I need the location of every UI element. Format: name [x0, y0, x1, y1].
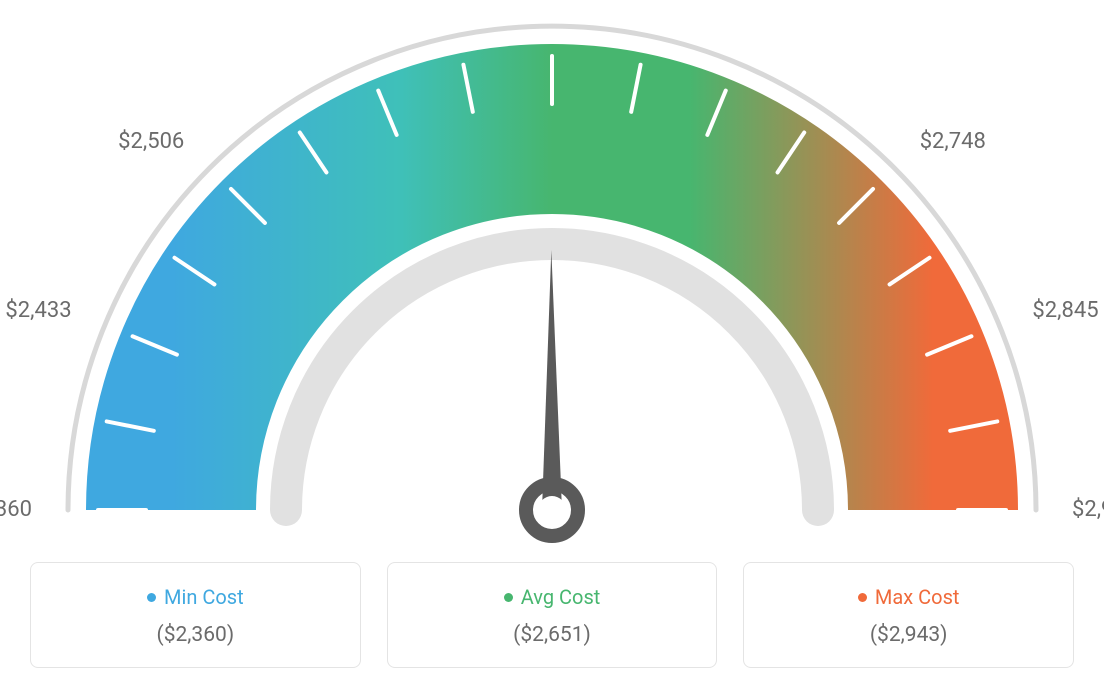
summary-cards: Min Cost ($2,360) Avg Cost ($2,651) Max …	[30, 562, 1074, 668]
card-title: Avg Cost	[521, 585, 601, 609]
card-title-row: Max Cost	[754, 585, 1063, 609]
dot-icon	[147, 593, 156, 602]
max-cost-card: Max Cost ($2,943)	[743, 562, 1074, 668]
card-value: ($2,360)	[41, 623, 350, 647]
min-cost-card: Min Cost ($2,360)	[30, 562, 361, 668]
gauge-tick-label: $2,845	[1032, 298, 1098, 323]
gauge-tick-label: $2,651	[519, 0, 585, 2]
card-value: ($2,651)	[398, 623, 707, 647]
card-title: Max Cost	[875, 585, 960, 609]
gauge-svg: $2,360 $2,433 $2,506 $2,651 $2,748 $2,845 $2,9…	[0, 0, 1104, 555]
card-value: ($2,943)	[754, 623, 1063, 647]
gauge-tick-label: $2,360	[0, 497, 32, 522]
gauge-tick-label: $2,748	[920, 129, 986, 154]
gauge-tick-label: $2,506	[118, 129, 184, 154]
gauge-chart: $2,360 $2,433 $2,506 $2,651 $2,748 $2,845 $2,9…	[0, 0, 1104, 555]
card-title: Min Cost	[164, 585, 244, 609]
card-title-row: Min Cost	[41, 585, 350, 609]
avg-cost-card: Avg Cost ($2,651)	[387, 562, 718, 668]
gauge-tick-label: $2,943	[1072, 497, 1104, 522]
gauge-tick-label: $2,433	[5, 298, 71, 323]
dot-icon	[504, 593, 513, 602]
card-title-row: Avg Cost	[398, 585, 707, 609]
dot-icon	[858, 593, 867, 602]
